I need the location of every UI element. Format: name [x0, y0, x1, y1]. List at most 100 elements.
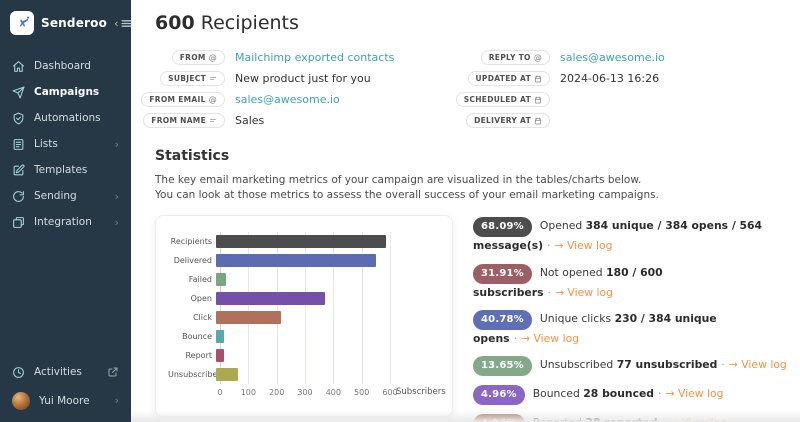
- chart-area: Recipients Delivered Failed Open Click Bounce…: [168, 232, 446, 400]
- stat-row-opened: 68.09% Opened 384 unique / 384 opens / 56…: [473, 217, 788, 254]
- stat-text: Unique clicks 230 / 384 unique opens: [473, 311, 717, 345]
- chevron-right-icon: ›: [114, 189, 119, 203]
- chart-rows: Recipients Delivered Failed Open Click Bounce…: [168, 232, 440, 384]
- gridline: [333, 232, 335, 385]
- view-log-link[interactable]: → View log: [554, 239, 613, 253]
- calendar-icon: [534, 117, 542, 125]
- field-row-subject: SUBJECT New product just for you: [155, 71, 470, 86]
- field-value-reply-to[interactable]: sales@awesome.io: [560, 51, 665, 64]
- chart-bar-track: [216, 292, 386, 306]
- field-label-subject: SUBJECT: [160, 71, 225, 86]
- view-log-link[interactable]: → View log: [554, 285, 613, 299]
- field-row-from-email: FROM EMAIL @ sales@awesome.io: [141, 92, 470, 107]
- user-avatar: [12, 391, 30, 410]
- field-row-delivery-at: DELIVERY AT: [466, 113, 665, 128]
- field-value-from-name: Sales: [235, 114, 265, 127]
- at-icon: @: [208, 95, 217, 104]
- sidebar-collapse-button[interactable]: ‹: [114, 17, 133, 30]
- sidebar-item-campaigns[interactable]: Campaigns: [0, 79, 131, 105]
- field-value-from[interactable]: Mailchimp exported contacts: [235, 51, 395, 64]
- chart-bar: [216, 368, 238, 382]
- view-log-link[interactable]: → View log: [665, 387, 724, 401]
- stat-row-not-opened: 31.91% Not opened 180 / 600 subscribers · →…: [473, 263, 788, 301]
- field-label-updated-at: UPDATED AT: [467, 71, 550, 86]
- view-log-link[interactable]: → View log: [728, 358, 787, 372]
- chart-category-label: Report: [185, 351, 212, 361]
- sidebar-item-label: Sending: [34, 190, 77, 202]
- gridline: [361, 232, 363, 385]
- chart-row-report: Report: [168, 346, 440, 365]
- brand-name: Senderoo: [41, 16, 108, 30]
- fields-left: FROM @ Mailchimp exported contacts SUBJECT N…: [141, 50, 470, 128]
- view-log-link[interactable]: → View log: [669, 416, 727, 422]
- field-row-scheduled-at: SCHEDULED AT: [455, 92, 665, 107]
- chart-bar-track: [216, 311, 386, 325]
- field-row-from: FROM @ Mailchimp exported contacts: [155, 50, 470, 65]
- chart-row-unsubscribe: Unsubscribe: [168, 365, 440, 384]
- field-row-from-name: FROM NAME Sales: [143, 113, 470, 128]
- field-value-subject: New product just for you: [235, 72, 371, 85]
- stat-text: Not opened 180 / 600 subscribers: [473, 265, 663, 299]
- stat-separator: ·: [547, 285, 551, 299]
- main-content: 600 Recipients FROM @ Mailchimp exported c…: [131, 0, 800, 422]
- stat-separator: ·: [513, 331, 518, 345]
- hamburger-icon: [121, 19, 132, 27]
- sidebar-item-activities[interactable]: Activities: [0, 359, 131, 385]
- edit-icon: [12, 163, 25, 177]
- sidebar-item-lists[interactable]: Lists ›: [0, 131, 131, 157]
- sidebar-item-label: Automations: [34, 112, 101, 124]
- sidebar-item-dashboard[interactable]: Dashboard: [0, 53, 131, 79]
- statistics-description: The key email marketing metrics of your …: [155, 173, 788, 203]
- chart-bar: [216, 311, 282, 325]
- at-icon: @: [533, 53, 542, 62]
- send-icon: [12, 86, 25, 99]
- shield-icon: [12, 112, 25, 125]
- stat-text: Opened 384 unique / 384 opens / 564 mess…: [473, 219, 763, 253]
- recipients-count: 600: [155, 12, 195, 34]
- statistics-description-line2: You can look at those metrics to assess …: [155, 189, 659, 202]
- field-row-reply-to: REPLY TO @ sales@awesome.io: [470, 50, 665, 65]
- sidebar-item-label: Activities: [34, 366, 82, 378]
- chart-bar-track: [216, 254, 386, 268]
- chart-category-label: Click: [192, 313, 212, 323]
- sidebar: Senderoo ‹ Dashboard Campaigns Automations…: [0, 0, 133, 422]
- stat-percentage-badge: 68.09%: [473, 217, 532, 238]
- sidebar-item-templates[interactable]: Templates: [0, 157, 131, 183]
- sidebar-spacer: [0, 235, 131, 359]
- field-label-from-name: FROM NAME: [143, 113, 225, 128]
- field-value-from-email[interactable]: sales@awesome.io: [235, 93, 340, 106]
- chart-category-label: Unsubscribe: [168, 370, 218, 380]
- stats-panel: 68.09% Opened 384 unique / 384 opens / 56…: [473, 215, 788, 422]
- sidebar-item-sending[interactable]: Sending ›: [0, 183, 131, 209]
- stat-percentage-badge: 4.96%: [473, 414, 525, 422]
- stat-percentage-badge: 4.96%: [473, 385, 525, 406]
- subscribers-bar-chart: Recipients Delivered Failed Open Click Bounce…: [155, 215, 453, 418]
- chevron-left-icon: ‹: [114, 16, 119, 30]
- chart-row-click: Click: [168, 308, 440, 327]
- at-icon: @: [208, 53, 217, 62]
- stat-separator: ·: [662, 416, 665, 422]
- chevron-right-icon: ›: [114, 215, 119, 229]
- brand-row: Senderoo ‹: [0, 0, 133, 53]
- calendar-icon: [534, 75, 542, 83]
- chart-row-open: Open: [168, 289, 440, 308]
- sidebar-item-yui-moore[interactable]: Yui Moore ›: [0, 385, 131, 416]
- view-log-link[interactable]: → View log: [521, 331, 580, 345]
- stat-separator: ·: [721, 358, 725, 372]
- chart-category-label: Failed: [188, 275, 212, 285]
- refresh-icon: [12, 190, 25, 203]
- gridline: [276, 232, 278, 385]
- external-link-icon[interactable]: [107, 366, 119, 378]
- calendar-icon: [534, 96, 542, 104]
- stat-percentage-badge: 40.78%: [473, 309, 532, 330]
- sidebar-item-integration[interactable]: Integration ›: [0, 209, 131, 235]
- gridline: [305, 232, 306, 385]
- sidebar-item-label: Integration: [34, 216, 92, 228]
- campaign-fields: FROM @ Mailchimp exported contacts SUBJECT N…: [141, 50, 788, 128]
- chart-bar-track: [216, 349, 386, 363]
- chevron-right-icon: ›: [114, 137, 119, 151]
- stat-row-reported: 4.96% Reported 28 reported · → View log: [473, 414, 788, 422]
- stat-percentage-badge: 31.91%: [473, 263, 532, 284]
- sidebar-item-automations[interactable]: Automations: [0, 105, 131, 131]
